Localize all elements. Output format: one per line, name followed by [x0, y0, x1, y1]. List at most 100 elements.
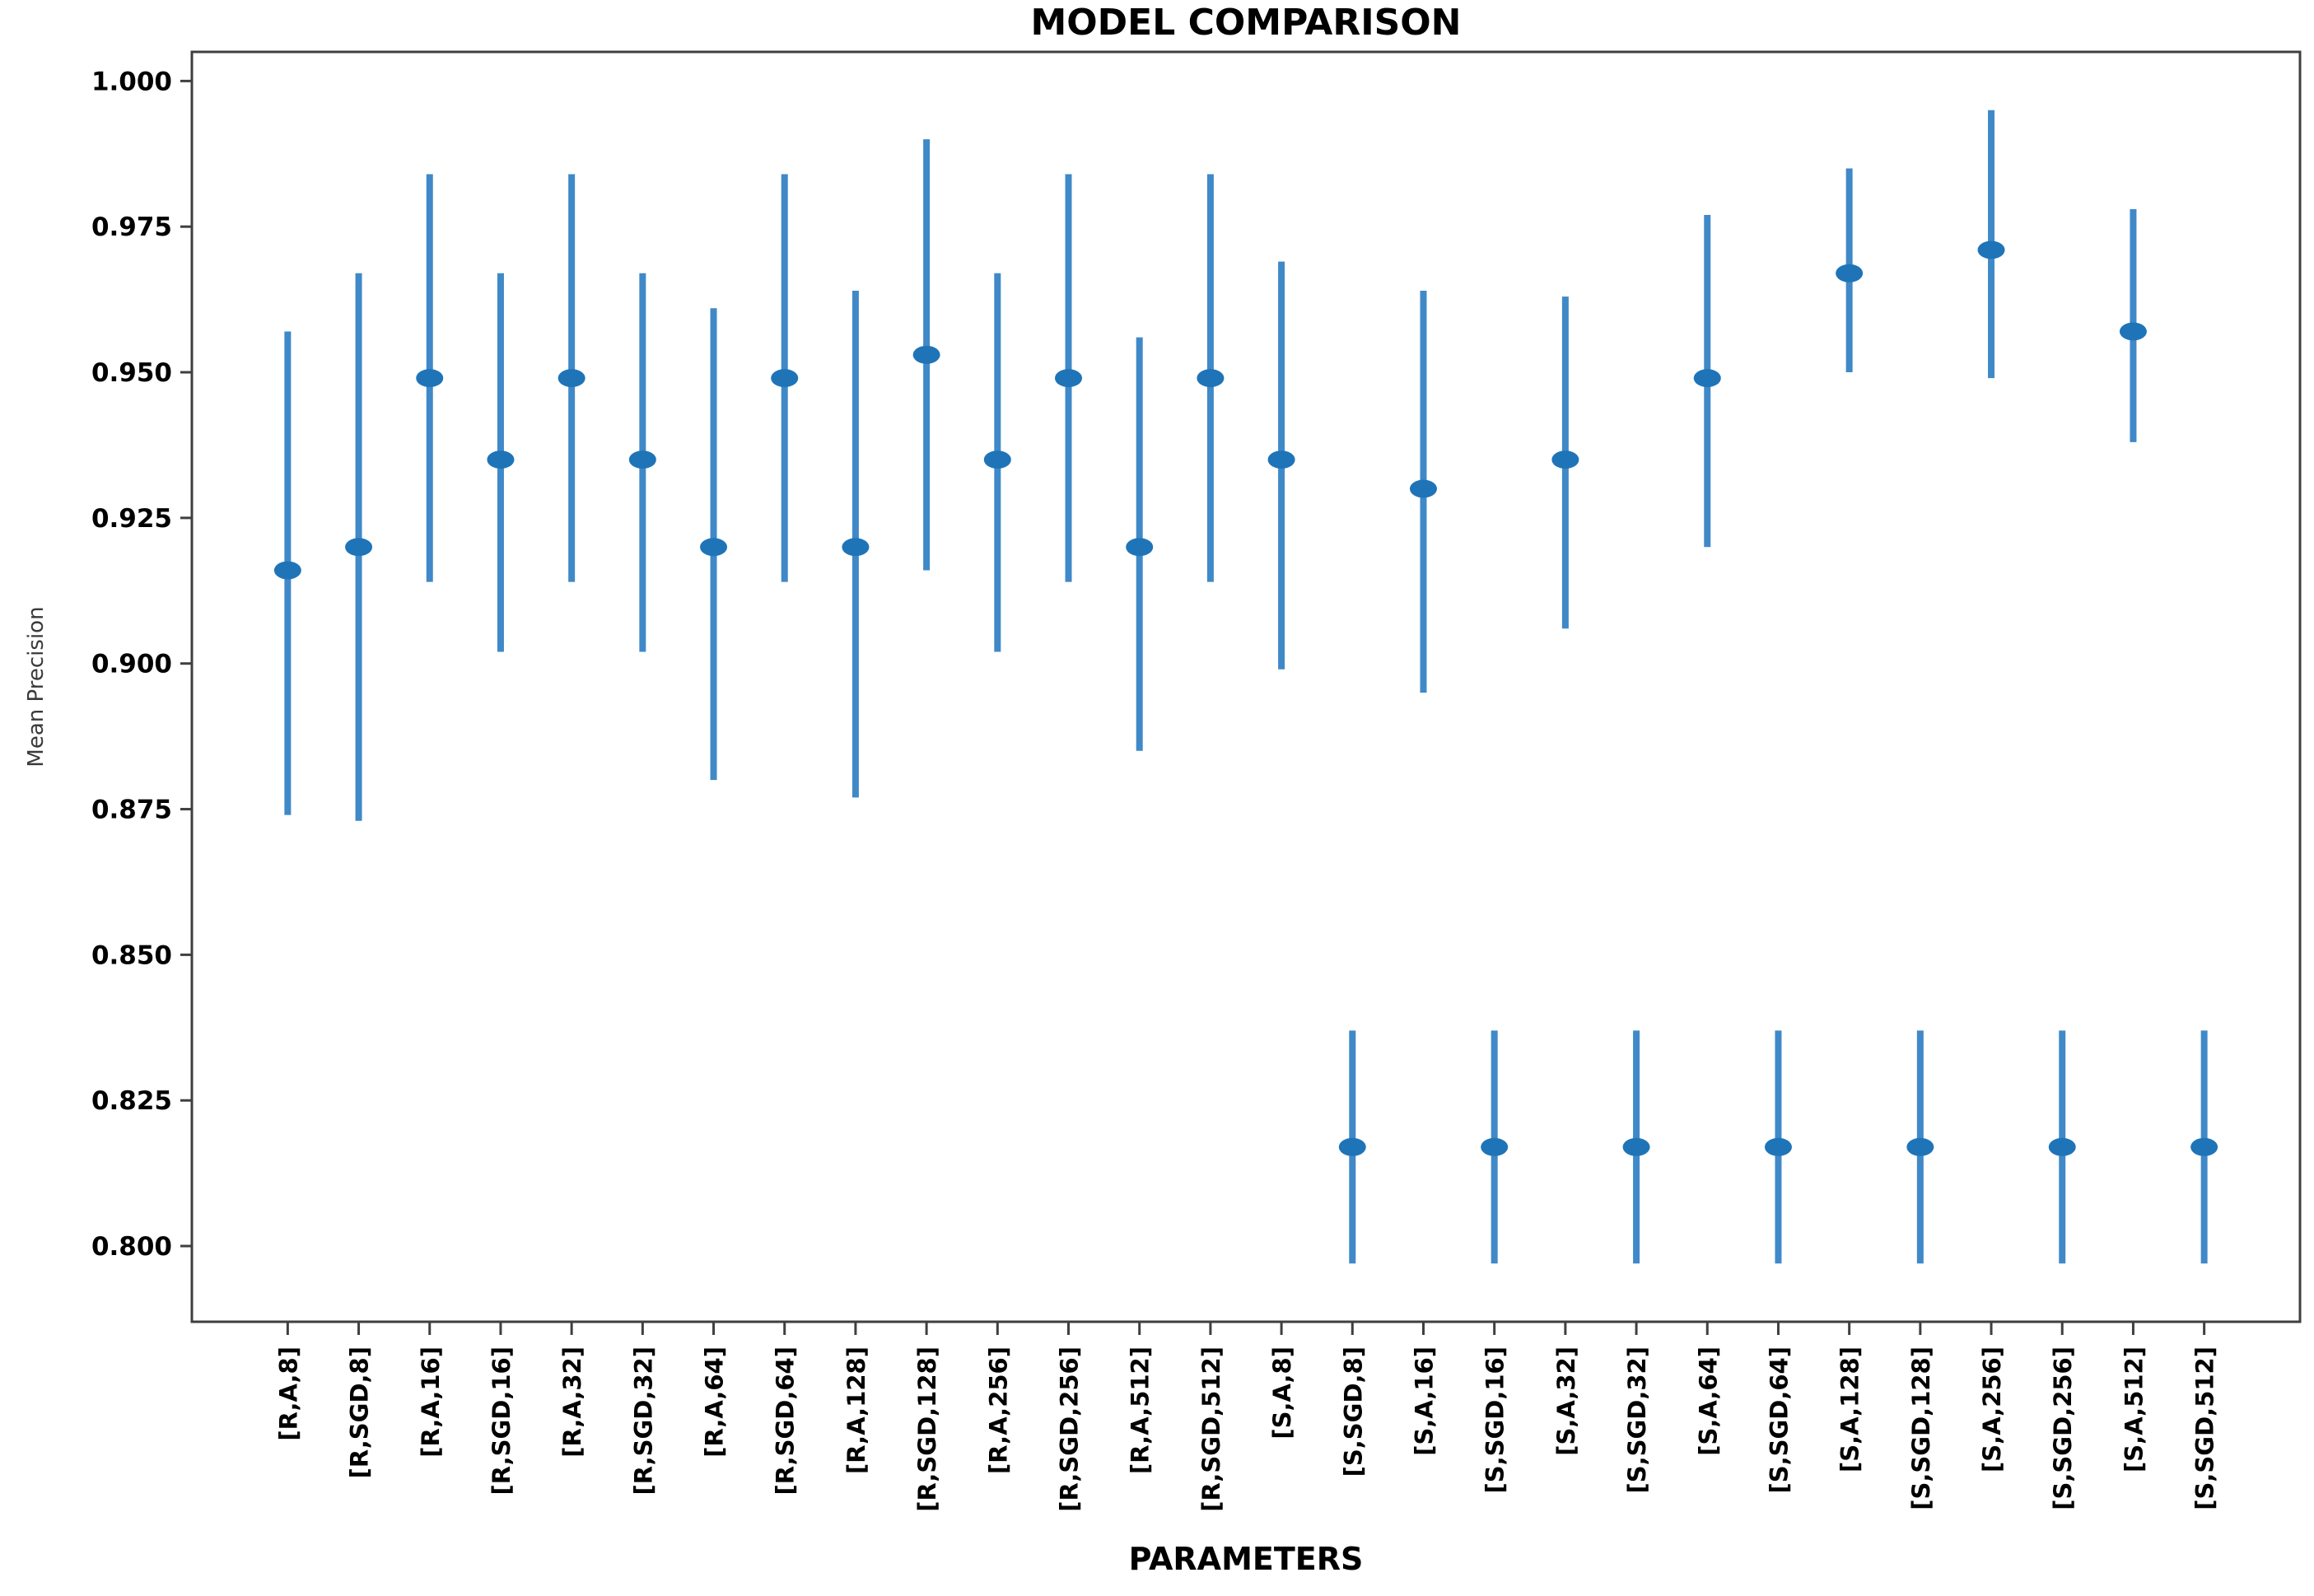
mean-marker — [2048, 1137, 2076, 1156]
mean-marker — [1622, 1137, 1650, 1156]
mean-marker — [273, 561, 301, 580]
mean-marker — [1764, 1137, 1792, 1156]
x-tick-label: [S,A,8] — [1268, 1346, 1296, 1440]
errorbar-point — [983, 273, 1011, 652]
x-axis: [R,A,8] [R,SGD,8] [R,A,16] [R,SGD,16] [R,A,3… — [274, 1322, 2219, 1512]
x-tick-label: [S,SGD,16] — [1481, 1346, 1509, 1494]
x-axis-title: PARAMETERS — [1129, 1541, 1364, 1577]
mean-marker — [487, 450, 515, 469]
mean-marker — [1551, 450, 1579, 469]
x-tick-label: [S,A,16] — [1410, 1346, 1438, 1456]
mean-marker — [1338, 1137, 1366, 1156]
mean-marker — [2119, 322, 2147, 341]
x-tick-label: [S,SGD,32] — [1623, 1346, 1651, 1494]
y-axis: 0.800 0.825 0.850 0.875 0.900 0.925 0.950 0.975… — [91, 67, 192, 1262]
errorbar-point — [1481, 1030, 1509, 1264]
errorbar-point — [1267, 261, 1295, 670]
y-tick-label: 1.000 — [91, 67, 172, 96]
x-tick-label: [S,A,256] — [1978, 1346, 2006, 1472]
mean-marker — [1481, 1137, 1509, 1156]
mean-marker — [912, 345, 940, 364]
mean-marker — [1906, 1137, 1934, 1156]
errorbar-point — [1126, 337, 1154, 751]
errorbar-point — [1409, 291, 1437, 693]
errorbar-point — [1977, 110, 2005, 379]
x-tick-label: [R,A,64] — [701, 1346, 729, 1458]
x-tick-label: [S,A,64] — [1694, 1346, 1722, 1456]
mean-marker — [628, 450, 656, 469]
mean-marker — [1693, 369, 1721, 388]
mean-marker — [345, 538, 373, 557]
x-tick-label: [R,SGD,8] — [346, 1346, 374, 1478]
y-tick-label: 0.925 — [91, 504, 172, 534]
y-tick-label: 0.825 — [91, 1086, 172, 1116]
errorbar-point — [2119, 208, 2147, 442]
y-tick-label: 0.875 — [91, 796, 172, 825]
mean-marker — [1409, 479, 1437, 498]
x-tick-label: [R,A,32] — [558, 1346, 586, 1458]
errorbar-point — [628, 273, 656, 652]
mean-marker — [771, 369, 799, 388]
errorbar-point — [700, 308, 728, 781]
mean-marker — [700, 538, 728, 557]
mean-marker — [558, 369, 585, 388]
mean-marker — [1055, 369, 1083, 388]
mean-marker — [842, 538, 870, 557]
x-tick-label: [S,A,128] — [1836, 1346, 1864, 1472]
x-tick-label: [S,A,512] — [2120, 1346, 2148, 1472]
mean-marker — [2190, 1137, 2218, 1156]
x-tick-label: [S,SGD,256] — [2049, 1346, 2077, 1510]
x-tick-label: [R,A,128] — [842, 1346, 870, 1474]
mean-marker — [983, 450, 1011, 469]
mean-marker — [1197, 369, 1225, 388]
x-tick-label: [S,SGD,128] — [1907, 1346, 1935, 1510]
mean-marker — [1126, 538, 1154, 557]
y-tick-label: 0.800 — [91, 1232, 172, 1262]
chart-title: MODEL COMPARISON — [1030, 2, 1461, 44]
y-tick-label: 0.900 — [91, 650, 172, 679]
x-tick-label: [R,A,256] — [984, 1346, 1012, 1474]
errorbar-point — [1055, 174, 1083, 582]
errorbar-point — [345, 273, 373, 821]
errorbar-point — [1764, 1030, 1792, 1264]
x-tick-label: [R,SGD,128] — [913, 1346, 941, 1512]
errorbar-point — [2190, 1030, 2218, 1264]
x-tick-label: [S,SGD,512] — [2191, 1346, 2219, 1510]
errorbar-point — [1551, 296, 1579, 629]
x-tick-label: [R,A,8] — [274, 1346, 302, 1441]
errorbar-point — [771, 174, 799, 582]
x-tick-label: [S,SGD,8] — [1339, 1346, 1367, 1477]
x-tick-label: [R,SGD,64] — [772, 1346, 800, 1496]
y-tick-label: 0.975 — [91, 212, 172, 242]
errorbar-point — [273, 331, 301, 815]
errorbar-series — [273, 110, 2218, 1264]
errorbar-point — [2048, 1030, 2076, 1264]
plot-area — [190, 50, 2302, 1323]
mean-marker — [1836, 264, 1864, 282]
errorbar-point — [1338, 1030, 1366, 1264]
plot-frame — [190, 50, 2302, 1323]
mean-marker — [416, 369, 444, 388]
mean-marker — [1267, 450, 1295, 469]
errorbar-point — [1197, 174, 1225, 582]
y-tick-label: 0.850 — [91, 940, 172, 970]
errorbar-point — [558, 174, 585, 582]
x-tick-label: [R,A,512] — [1127, 1346, 1155, 1474]
errorbar-point — [416, 174, 444, 582]
errorbar-point — [487, 273, 515, 652]
x-tick-label: [R,A,16] — [417, 1346, 445, 1458]
x-tick-label: [R,SGD,16] — [488, 1346, 516, 1496]
errorbar-point — [842, 291, 870, 798]
x-tick-label: [R,SGD,512] — [1197, 1346, 1225, 1512]
errorbar-point — [1906, 1030, 1934, 1264]
y-axis-title: Mean Precision — [24, 606, 49, 767]
y-tick-label: 0.950 — [91, 358, 172, 388]
errorbar-point — [912, 139, 940, 571]
x-tick-label: [R,SGD,32] — [629, 1346, 657, 1496]
errorbar-point — [1836, 168, 1864, 373]
mean-marker — [1977, 240, 2005, 259]
x-tick-label: [R,SGD,256] — [1056, 1346, 1084, 1512]
x-tick-label: [S,SGD,64] — [1765, 1346, 1793, 1494]
